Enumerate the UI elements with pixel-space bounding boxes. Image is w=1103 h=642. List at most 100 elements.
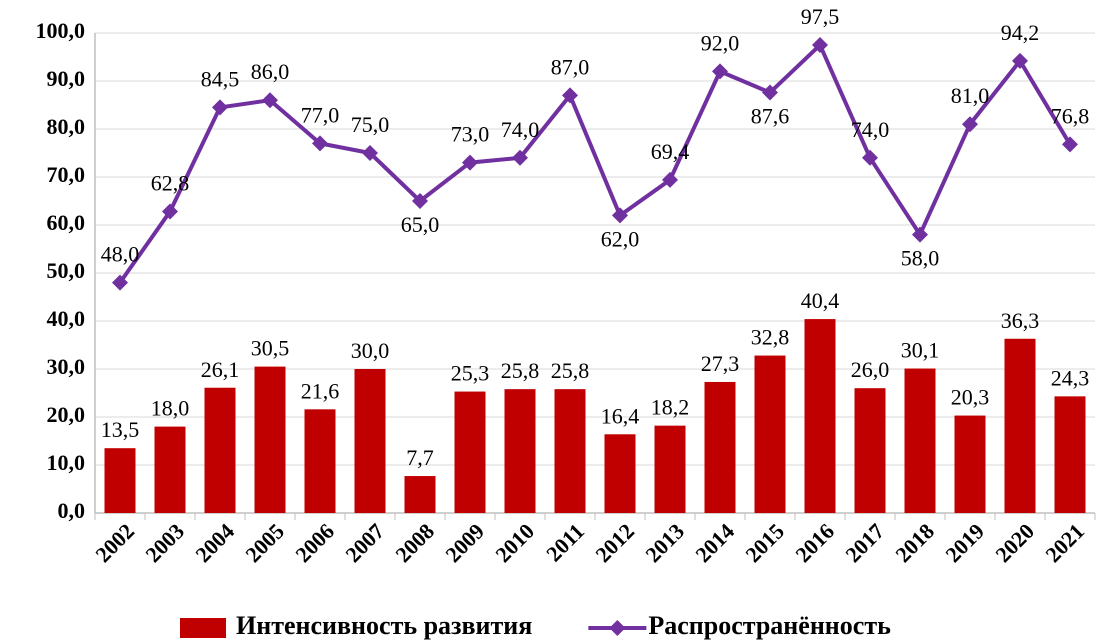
bar	[704, 381, 736, 513]
y-tick-label: 20,0	[47, 402, 86, 427]
x-tick-label: 2014	[690, 518, 739, 567]
value-label: 62,0	[601, 226, 640, 251]
bar	[104, 448, 136, 513]
bar	[404, 476, 436, 513]
marker	[912, 226, 928, 243]
legend-label: Распространённость	[648, 611, 891, 640]
value-label: 48,0	[101, 242, 140, 267]
value-label: 77,0	[301, 102, 340, 127]
bar	[804, 319, 836, 513]
bar	[904, 368, 936, 513]
bar	[604, 434, 636, 513]
x-tick-label: 2021	[1040, 518, 1089, 567]
y-tick-label: 10,0	[47, 450, 86, 475]
x-tick-label: 2007	[340, 518, 389, 567]
value-label: 73,0	[451, 122, 490, 147]
value-label: 74,0	[501, 117, 540, 142]
value-label: 24,3	[1051, 365, 1090, 390]
marker	[612, 207, 628, 224]
value-label: 87,0	[551, 54, 590, 79]
value-label: 7,7	[406, 445, 434, 470]
marker	[362, 145, 378, 161]
bar	[654, 425, 686, 513]
marker	[412, 193, 428, 209]
bar	[304, 409, 336, 513]
bar	[1004, 338, 1036, 513]
value-label: 30,5	[251, 336, 290, 361]
bar	[754, 355, 786, 513]
value-label: 30,0	[351, 338, 390, 363]
marker	[462, 154, 478, 171]
value-label: 30,1	[901, 338, 940, 363]
value-label: 94,2	[1001, 20, 1040, 45]
y-tick-label: 50,0	[47, 258, 86, 283]
y-tick-label: 100,0	[36, 18, 86, 43]
value-label: 26,1	[201, 357, 240, 382]
x-tick-label: 2012	[590, 518, 639, 567]
marker	[1062, 136, 1078, 153]
bar	[254, 366, 286, 513]
x-tick-label: 2020	[990, 518, 1039, 567]
value-label: 18,2	[651, 395, 690, 420]
value-label: 21,6	[301, 378, 340, 403]
legend-swatch	[180, 618, 226, 638]
x-tick-label: 2015	[740, 518, 789, 567]
value-label: 81,0	[951, 83, 990, 108]
marker	[812, 37, 828, 53]
marker	[262, 92, 278, 109]
value-label: 18,0	[151, 396, 190, 421]
bar	[454, 391, 486, 513]
value-label: 69,4	[651, 139, 690, 164]
x-tick-label: 2005	[240, 518, 289, 567]
legend-label: Интенсивность развития	[236, 611, 532, 640]
bar	[554, 389, 586, 513]
marker	[862, 149, 878, 166]
value-label: 20,3	[951, 385, 990, 410]
bar	[154, 426, 186, 513]
bar	[1054, 396, 1086, 513]
marker	[512, 149, 528, 166]
value-label: 92,0	[701, 30, 740, 55]
bar	[504, 389, 536, 513]
x-tick-label: 2008	[390, 518, 439, 567]
value-label: 25,8	[501, 358, 540, 383]
value-label: 26,0	[851, 357, 890, 382]
marker	[762, 84, 778, 101]
x-tick-label: 2002	[90, 518, 139, 567]
x-tick-label: 2018	[890, 518, 939, 567]
x-tick-label: 2009	[440, 518, 489, 567]
value-label: 62,8	[151, 171, 190, 196]
x-tick-label: 2019	[940, 518, 989, 567]
y-tick-label: 70,0	[47, 162, 86, 187]
value-label: 58,0	[901, 246, 940, 271]
marker	[212, 99, 228, 116]
x-tick-label: 2006	[290, 518, 339, 567]
bar	[204, 387, 236, 513]
x-tick-label: 2010	[490, 518, 539, 567]
x-tick-label: 2013	[640, 518, 689, 567]
x-tick-label: 2004	[190, 518, 239, 567]
value-label: 86,0	[251, 59, 290, 84]
value-label: 76,8	[1051, 103, 1090, 128]
bar	[954, 415, 986, 513]
value-label: 40,4	[801, 288, 840, 313]
value-label: 84,5	[201, 66, 240, 91]
y-tick-label: 0,0	[58, 498, 86, 523]
y-tick-label: 30,0	[47, 354, 86, 379]
marker	[1012, 52, 1028, 69]
line	[118, 41, 1072, 284]
y-tick-label: 80,0	[47, 114, 86, 139]
x-tick-label: 2017	[840, 518, 889, 567]
marker	[662, 171, 678, 188]
marker	[112, 274, 128, 291]
marker	[562, 87, 578, 104]
marker	[162, 203, 178, 220]
marker	[712, 63, 728, 80]
x-tick-label: 2016	[790, 518, 839, 567]
x-tick-label: 2003	[140, 518, 189, 567]
value-label: 74,0	[851, 117, 890, 142]
value-label: 36,3	[1001, 308, 1040, 333]
value-label: 65,0	[401, 212, 440, 237]
value-label: 16,4	[601, 403, 640, 428]
